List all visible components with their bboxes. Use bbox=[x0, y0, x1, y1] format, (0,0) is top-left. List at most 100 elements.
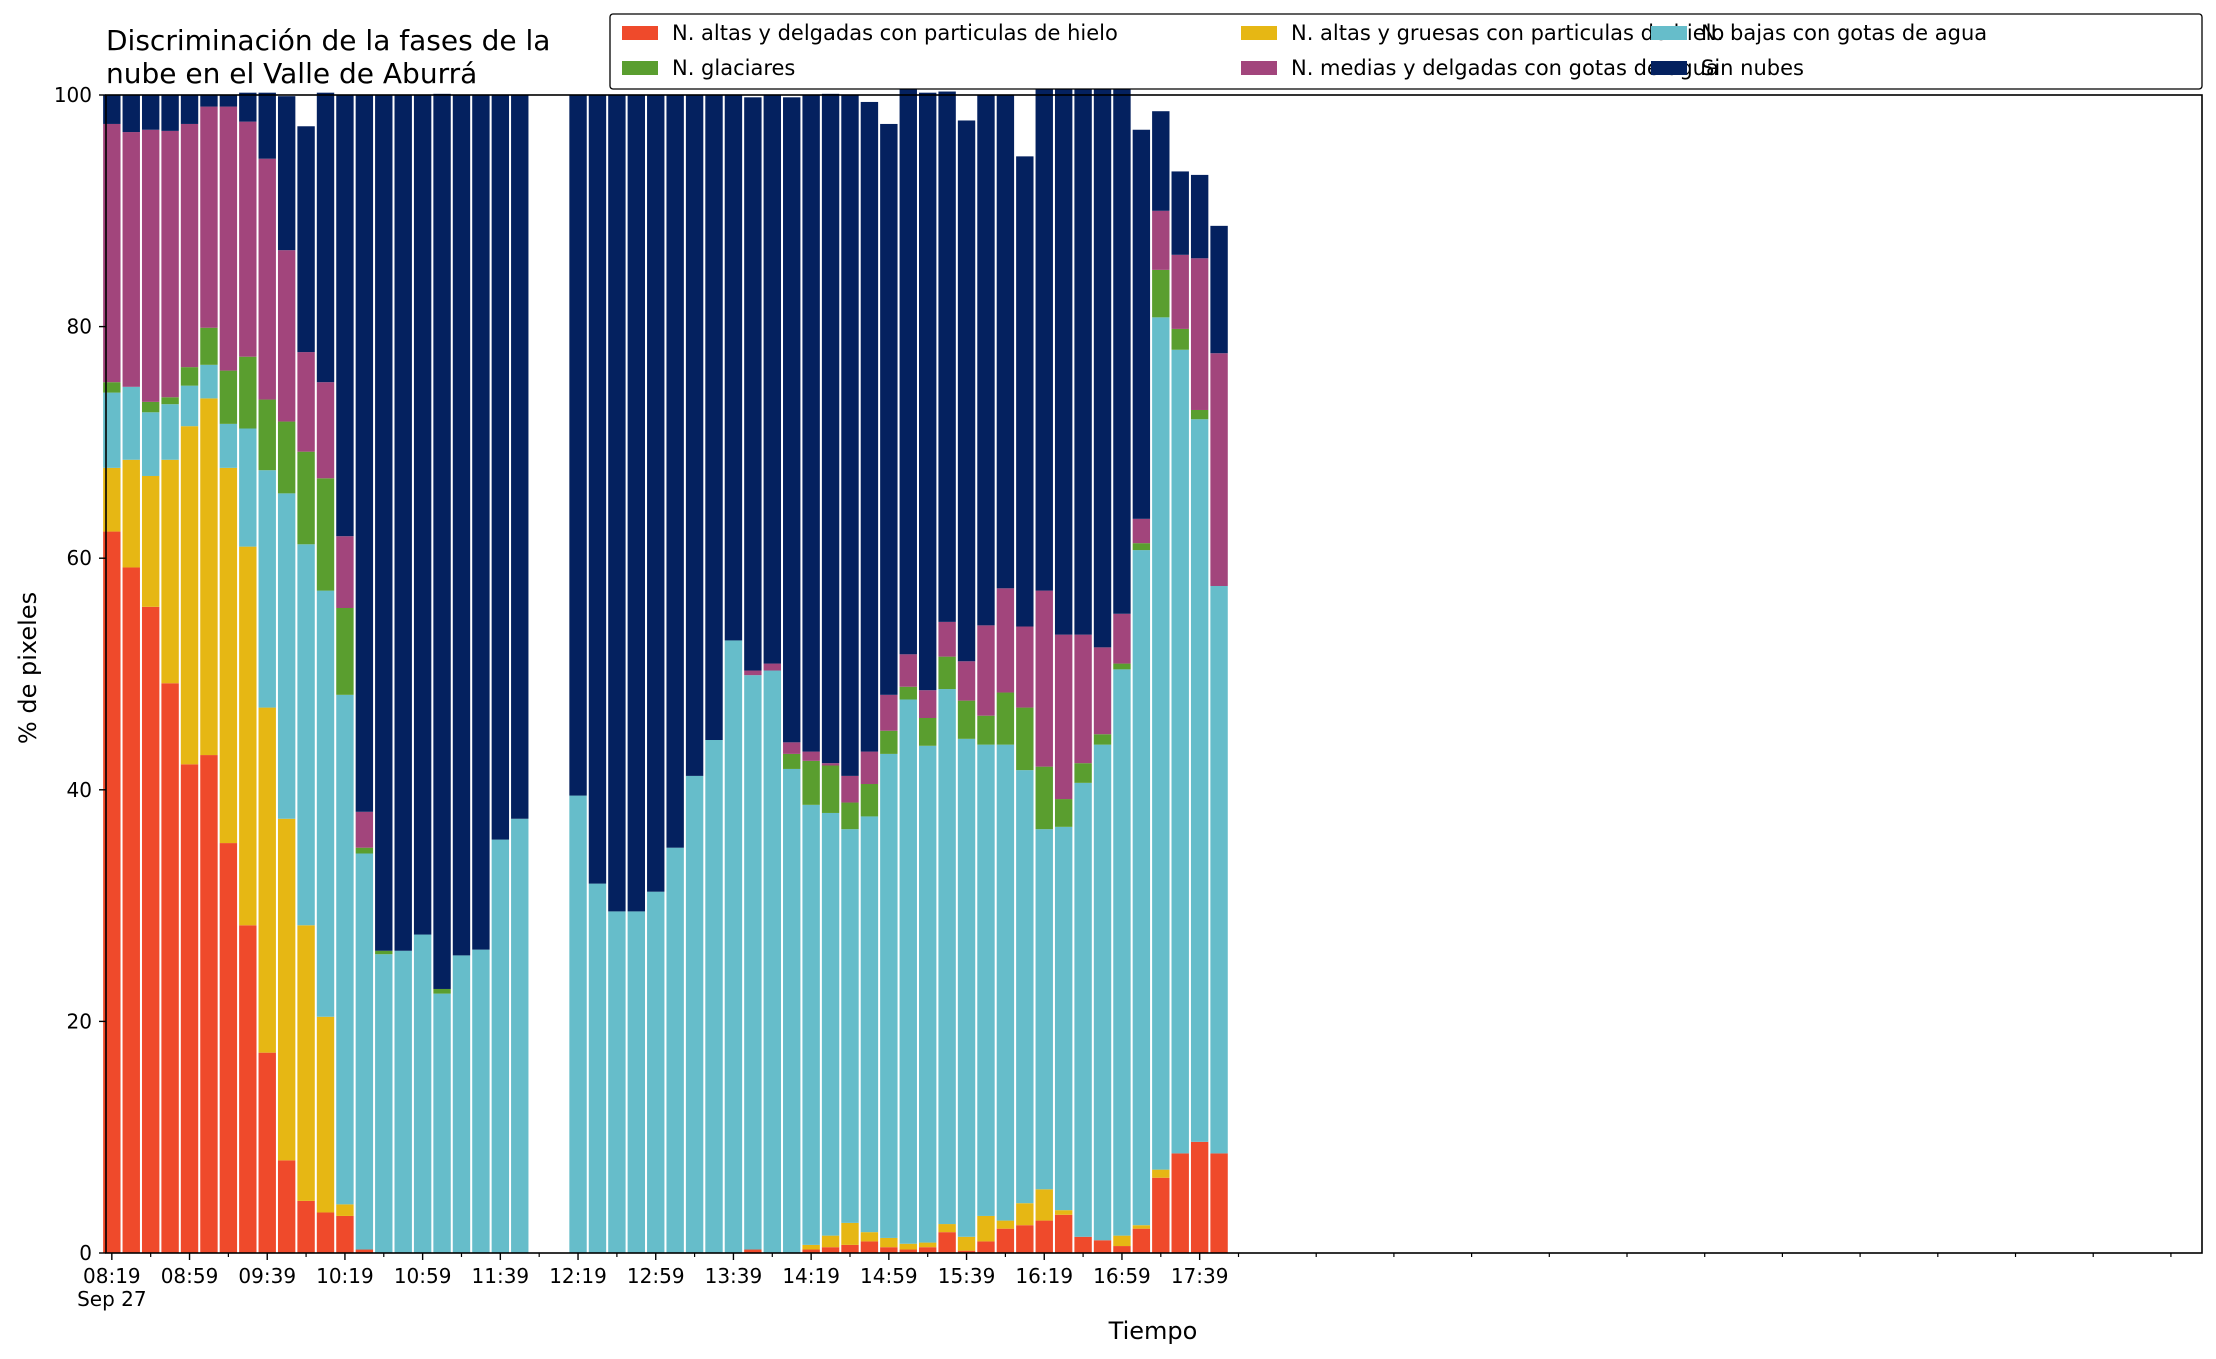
bar-segment-s2-3 bbox=[161, 404, 179, 460]
bar-segment-s2-18 bbox=[452, 955, 471, 1253]
y-tick-label: 40 bbox=[67, 778, 92, 802]
bar-segment-s0-6 bbox=[219, 843, 238, 1253]
bar-segment-s4-38 bbox=[841, 775, 859, 803]
bar-segment-s3-44 bbox=[957, 700, 976, 739]
bar-segment-s3-13 bbox=[355, 847, 374, 854]
bar-segment-s2-2 bbox=[141, 412, 160, 476]
chart-title-line-1: Discriminación de la fases de la bbox=[106, 24, 550, 57]
bar-segment-s4-9 bbox=[277, 250, 296, 422]
bar-segment-s1-48 bbox=[1035, 1189, 1053, 1221]
bar-segment-s0-42 bbox=[918, 1247, 937, 1253]
bar-segment-s4-11 bbox=[316, 382, 335, 479]
x-tick-label: 15:39 bbox=[938, 1264, 996, 1288]
bar-segment-s2-19 bbox=[472, 949, 490, 1253]
bar-segment-s5-45 bbox=[977, 95, 995, 626]
legend-label-2: N. bajas con gotas de agua bbox=[1701, 21, 1987, 45]
bar-segment-s1-8 bbox=[258, 707, 276, 1053]
bar-segment-s5-30 bbox=[685, 95, 704, 776]
bar-segment-s4-39 bbox=[860, 751, 879, 785]
bar-segment-s2-55 bbox=[1171, 349, 1189, 1154]
bar-segment-s5-34 bbox=[763, 95, 781, 664]
bar-segment-s5-55 bbox=[1171, 171, 1189, 255]
bar-segment-s2-0 bbox=[103, 392, 121, 468]
bar-segment-s3-6 bbox=[219, 370, 238, 424]
bar-segment-s2-50 bbox=[1074, 782, 1092, 1237]
bar-segment-s0-45 bbox=[977, 1241, 995, 1253]
bar-segment-s4-3 bbox=[161, 130, 179, 398]
bar-segment-s0-44 bbox=[957, 1250, 976, 1253]
bar-segment-s1-12 bbox=[336, 1204, 354, 1216]
bar-segment-s0-1 bbox=[122, 567, 140, 1253]
bar-segment-s2-9 bbox=[277, 493, 296, 819]
bar-segment-s1-10 bbox=[297, 925, 315, 1201]
bar-segment-s2-10 bbox=[297, 544, 315, 926]
bar-segment-s4-57 bbox=[1210, 353, 1228, 586]
bar-segment-s2-56 bbox=[1190, 419, 1209, 1142]
bar-segment-s0-10 bbox=[297, 1200, 315, 1253]
bar-segment-s4-35 bbox=[783, 742, 801, 754]
legend-frame bbox=[609, 13, 2203, 90]
bar-segment-s2-17 bbox=[433, 993, 451, 1253]
bar-segment-s3-14 bbox=[375, 950, 393, 955]
x-tick-label: 16:19 bbox=[1015, 1264, 1073, 1288]
bar-segment-s2-30 bbox=[685, 775, 704, 1253]
bar-segment-s0-37 bbox=[821, 1247, 840, 1253]
bar-segment-s5-5 bbox=[200, 95, 218, 107]
bar-segment-s1-46 bbox=[996, 1220, 1015, 1229]
bar-segment-s2-31 bbox=[705, 740, 723, 1253]
bar-segment-s0-56 bbox=[1190, 1141, 1209, 1253]
bar-segment-s2-1 bbox=[122, 386, 140, 460]
bar-segment-s5-8 bbox=[258, 92, 276, 159]
bar-segment-s1-45 bbox=[977, 1215, 995, 1242]
bar-segment-s2-4 bbox=[180, 385, 199, 427]
bar-segment-s2-49 bbox=[1054, 826, 1073, 1211]
bar-segment-s1-40 bbox=[880, 1237, 898, 1248]
bar-segment-s5-19 bbox=[472, 95, 490, 950]
bar-segment-s2-26 bbox=[608, 911, 626, 1253]
bar-segment-s2-25 bbox=[588, 883, 607, 1253]
legend-swatch-1 bbox=[1241, 26, 1277, 40]
bar-segment-s3-36 bbox=[802, 760, 820, 805]
bar-segment-s5-7 bbox=[239, 92, 257, 122]
y-tick-label: 60 bbox=[67, 546, 92, 570]
bar-segment-s4-45 bbox=[977, 625, 995, 716]
bar-segment-s5-32 bbox=[724, 95, 743, 641]
x-tick-label: 14:19 bbox=[782, 1264, 840, 1288]
bar-segment-s3-50 bbox=[1074, 763, 1092, 783]
bar-segment-s5-27 bbox=[627, 95, 646, 912]
bar-segment-s0-40 bbox=[880, 1247, 898, 1253]
bar-segment-s3-0 bbox=[103, 382, 121, 393]
bar-segment-s0-0 bbox=[103, 531, 121, 1253]
bar-segment-s4-47 bbox=[1016, 626, 1034, 708]
bar-segment-s0-33 bbox=[744, 1249, 762, 1253]
bar-segment-s1-44 bbox=[957, 1236, 976, 1251]
bar-segment-s3-3 bbox=[161, 397, 179, 405]
bar-segment-s4-7 bbox=[239, 121, 257, 357]
bar-segment-s2-44 bbox=[957, 738, 976, 1237]
bar-segment-s2-7 bbox=[239, 428, 257, 547]
bar-segment-s0-12 bbox=[336, 1215, 354, 1253]
bar-segment-s4-1 bbox=[122, 132, 140, 387]
bar-segment-s4-48 bbox=[1035, 590, 1053, 767]
bar-segment-s2-47 bbox=[1016, 770, 1034, 1204]
bar-segment-s0-2 bbox=[141, 606, 160, 1253]
bar-segment-s2-5 bbox=[200, 364, 218, 399]
chart-title-line-2: nube en el Valle de Aburrá bbox=[106, 57, 477, 90]
x-tick-label: 10:59 bbox=[394, 1264, 452, 1288]
bar-segment-s2-45 bbox=[977, 744, 995, 1216]
y-tick-label: 20 bbox=[67, 1009, 92, 1033]
x-tick-label: 14:59 bbox=[860, 1264, 918, 1288]
bar-segment-s2-33 bbox=[744, 675, 762, 1250]
bar-segment-s3-12 bbox=[336, 607, 354, 695]
bar-segment-s2-37 bbox=[821, 812, 840, 1236]
bar-segment-s2-24 bbox=[569, 795, 587, 1253]
bar-segment-s0-11 bbox=[316, 1212, 335, 1253]
bar-segment-s4-54 bbox=[1152, 210, 1170, 270]
bar-segment-s1-38 bbox=[841, 1222, 859, 1245]
bar-segment-s4-51 bbox=[1093, 647, 1112, 735]
bar-segment-s5-29 bbox=[666, 95, 684, 848]
bar-segment-s2-53 bbox=[1132, 550, 1151, 1226]
bar-segment-s4-40 bbox=[880, 694, 898, 731]
